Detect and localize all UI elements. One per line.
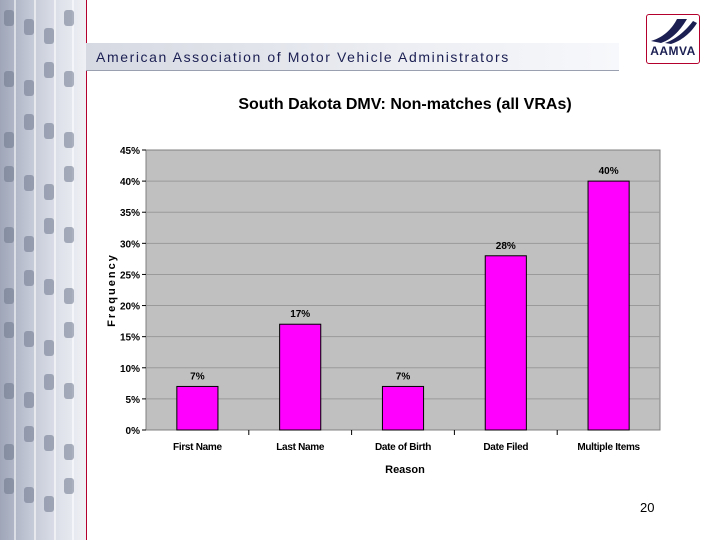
y-tick-label: 25%: [120, 270, 140, 281]
car-shape: [64, 322, 74, 338]
car-shape: [64, 166, 74, 182]
plot-area: [145, 149, 661, 431]
y-tick-label: 0%: [126, 426, 141, 437]
bar: [381, 385, 425, 431]
bar: [279, 323, 322, 431]
car-shape: [4, 478, 14, 494]
car-shape: [24, 331, 34, 347]
y-tick-label: 10%: [120, 364, 140, 375]
header-title: American Association of Motor Vehicle Ad…: [96, 49, 510, 65]
bar-value-label: 40%: [599, 166, 619, 177]
y-tick-label: 15%: [120, 333, 140, 344]
car-shape: [4, 166, 14, 182]
car-shape: [24, 175, 34, 191]
car-shape: [64, 71, 74, 87]
car-shape: [24, 80, 34, 96]
car-shape: [64, 444, 74, 460]
car-shape: [44, 496, 54, 512]
x-axis-label: Reason: [385, 464, 425, 476]
car-shape: [4, 132, 14, 148]
car-shape: [24, 236, 34, 252]
car-shape: [4, 10, 14, 26]
car-shape: [4, 227, 14, 243]
car-shape: [44, 435, 54, 451]
x-tick-label: Date of Birth: [375, 442, 431, 453]
car-shape: [4, 322, 14, 338]
page-number: 20: [640, 500, 655, 515]
y-tick-label: 30%: [120, 239, 140, 250]
y-tick-label: 40%: [120, 177, 140, 188]
car-shape: [4, 288, 14, 304]
bar: [484, 255, 527, 431]
car-shape: [24, 270, 34, 286]
x-tick-label: Last Name: [276, 442, 325, 453]
car-shape: [44, 62, 54, 78]
lane-marking: [14, 0, 16, 540]
bar-value-labels: 7% 17% 7% 28% 40%: [190, 166, 619, 382]
car-shape: [64, 478, 74, 494]
y-tick-label: 35%: [120, 208, 140, 219]
x-tick-label: First Name: [173, 442, 222, 453]
bar-value-label: 28%: [496, 241, 516, 252]
car-shape: [24, 392, 34, 408]
x-axis-ticks: First Name Last Name Date of Birth Date Fil…: [173, 430, 641, 453]
bar-value-label: 17%: [290, 309, 310, 320]
car-shape: [24, 487, 34, 503]
car-shape: [44, 340, 54, 356]
car-shape: [64, 288, 74, 304]
car-shape: [24, 426, 34, 442]
y-tick-label: 5%: [126, 395, 141, 406]
car-shape: [24, 19, 34, 35]
y-axis-label: Frequency: [106, 253, 118, 327]
car-shape: [44, 279, 54, 295]
y-tick-label: 45%: [120, 146, 140, 157]
bar-value-label: 7%: [190, 371, 205, 382]
car-shape: [44, 218, 54, 234]
divider-line: [86, 0, 87, 540]
car-shape: [4, 383, 14, 399]
logo-frame: [646, 14, 700, 64]
car-shape: [4, 71, 14, 87]
car-shape: [4, 444, 14, 460]
car-shape: [64, 132, 74, 148]
x-tick-label: Date Filed: [483, 442, 528, 453]
logo-text: AAMVA: [650, 44, 696, 58]
car-shape: [24, 114, 34, 130]
car-shape: [64, 383, 74, 399]
lane-marking: [34, 0, 36, 540]
car-shape: [44, 374, 54, 390]
chart-title: South Dakota DMV: Non-matches (all VRAs): [238, 96, 571, 113]
lane-marking: [72, 0, 74, 540]
aamva-logo: AAMVA: [646, 14, 700, 64]
car-shape: [64, 10, 74, 26]
y-axis-ticks: 0% 5% 10% 15% 20% 25% 30% 35% 40% 45%: [120, 146, 146, 437]
bar: [587, 180, 630, 431]
car-shape: [64, 227, 74, 243]
car-shape: [44, 28, 54, 44]
traffic-photo-strip: [0, 0, 86, 540]
bar: [176, 385, 219, 431]
road-icon: [651, 19, 697, 44]
bars: [176, 180, 630, 431]
y-tick-label: 20%: [120, 302, 140, 313]
bar-value-label: 7%: [396, 371, 411, 382]
car-shape: [44, 184, 54, 200]
x-tick-label: Multiple Items: [577, 442, 640, 453]
header-band: [86, 43, 619, 71]
lane-marking: [54, 0, 56, 540]
car-shape: [44, 123, 54, 139]
